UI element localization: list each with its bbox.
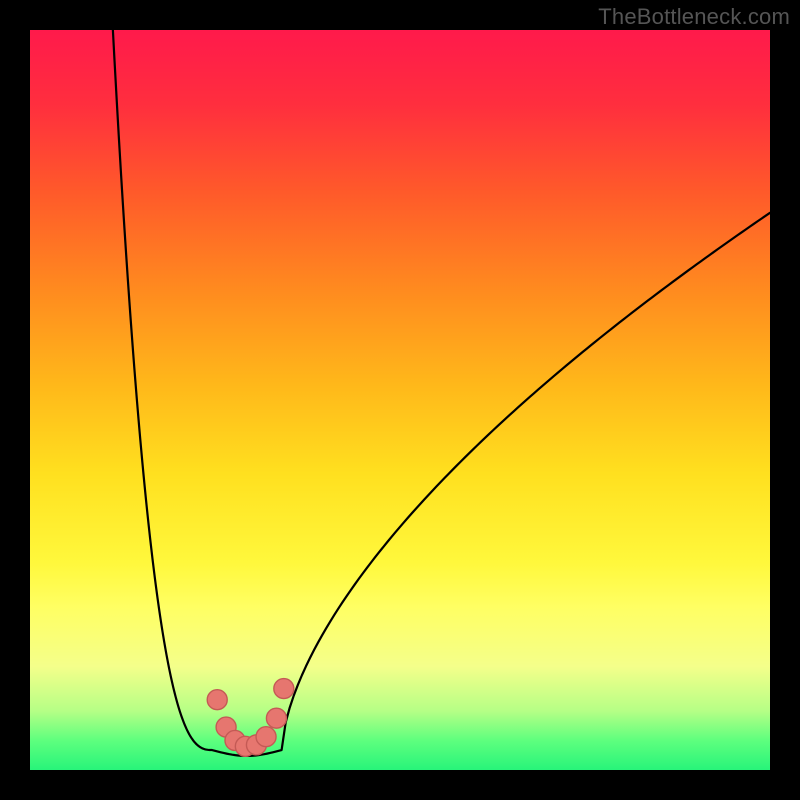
chart-frame: TheBottleneck.com	[0, 0, 800, 800]
chart-svg	[0, 0, 800, 800]
marker-point	[274, 679, 294, 699]
marker-point	[256, 727, 276, 747]
marker-point	[207, 690, 227, 710]
marker-point	[266, 708, 286, 728]
plot-background	[30, 30, 770, 770]
watermark-text: TheBottleneck.com	[598, 4, 790, 30]
